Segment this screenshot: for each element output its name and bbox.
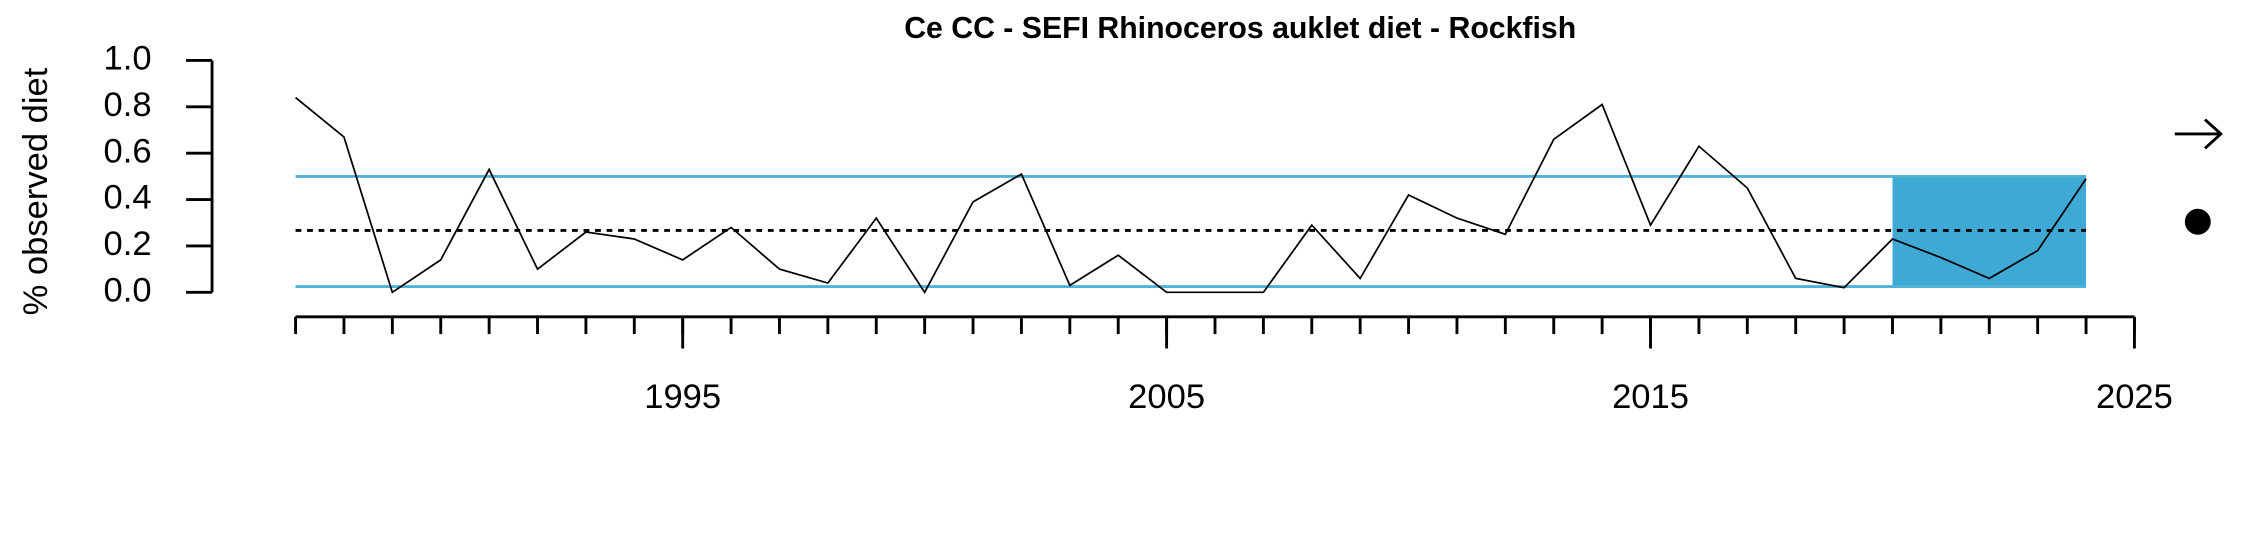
x-tick-label: 2005: [1128, 378, 1205, 416]
chart-title: Ce CC - SEFI Rhinoceros auklet diet - Ro…: [904, 12, 1576, 45]
x-tick-label: 2025: [2096, 378, 2173, 416]
y-tick-label: 0.0: [104, 271, 152, 309]
x-tick-label: 1995: [644, 378, 721, 416]
y-tick-label: 0.4: [104, 179, 152, 217]
mean-indicator: [2184, 208, 2211, 235]
y-tick-label: 0.8: [104, 86, 152, 124]
x-tick-label: 2015: [1612, 378, 1689, 416]
trend-arrow-head: [2204, 118, 2223, 150]
data-line: [295, 96, 2087, 295]
y-tick-label: 0.2: [104, 225, 152, 263]
y-axis-label: % observed diet: [17, 67, 55, 315]
y-tick-label: 0.6: [104, 132, 152, 170]
y-tick-label: 1.0: [104, 40, 152, 78]
